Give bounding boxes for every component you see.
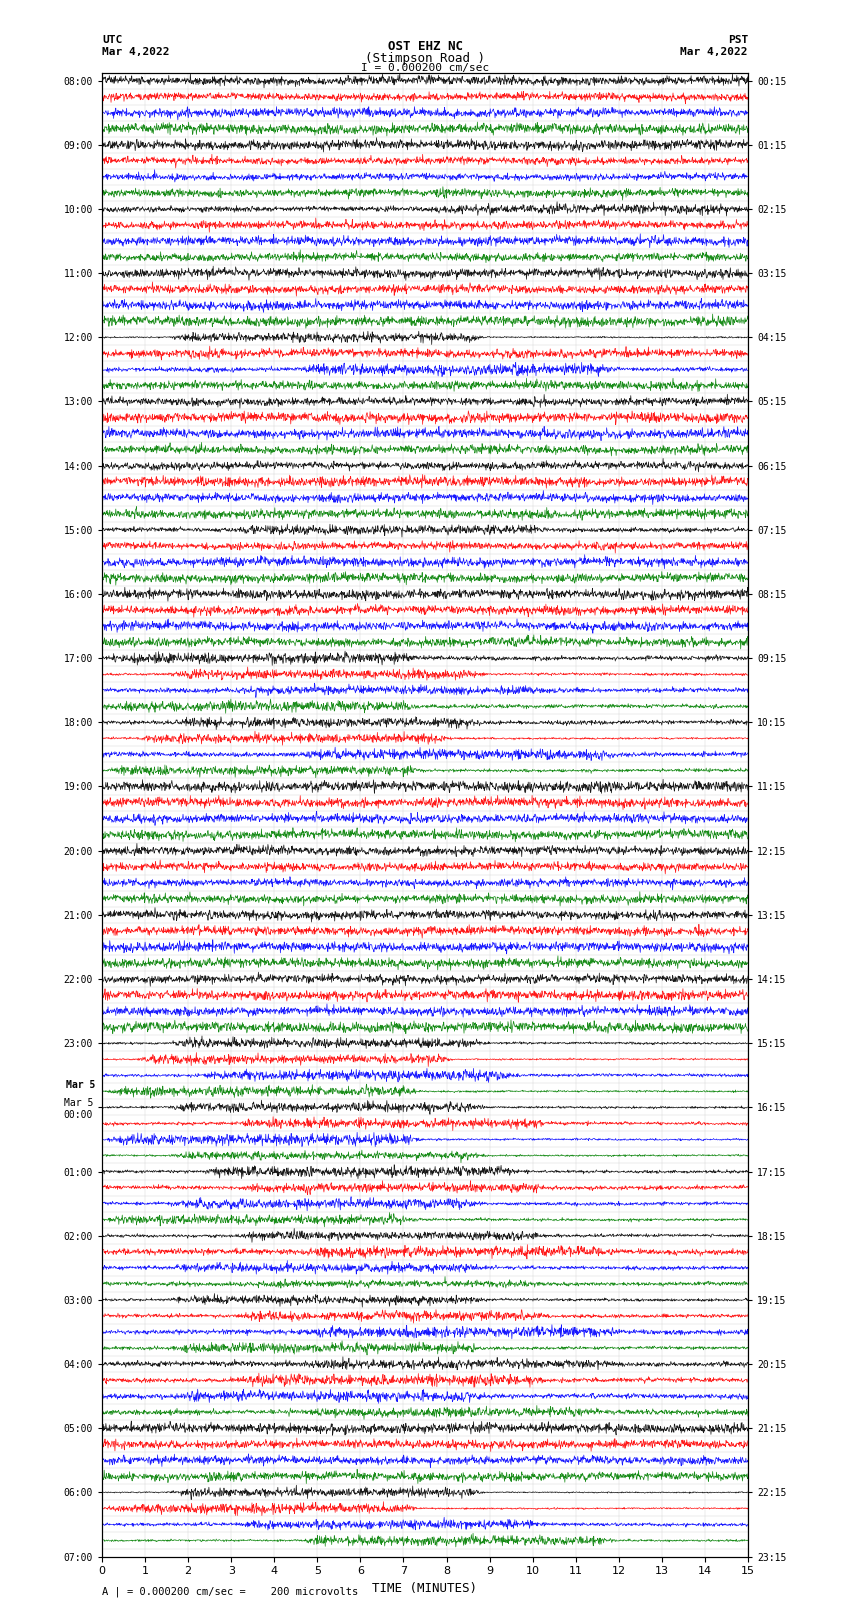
Text: PST: PST <box>728 35 748 45</box>
Text: UTC: UTC <box>102 35 122 45</box>
Text: (Stimpson Road ): (Stimpson Road ) <box>365 52 485 65</box>
Text: Mar 4,2022: Mar 4,2022 <box>102 47 169 56</box>
Text: I = 0.000200 cm/sec: I = 0.000200 cm/sec <box>361 63 489 73</box>
Text: Mar 4,2022: Mar 4,2022 <box>681 47 748 56</box>
Text: OST EHZ NC: OST EHZ NC <box>388 40 462 53</box>
Text: Mar 5: Mar 5 <box>65 1081 95 1090</box>
X-axis label: TIME (MINUTES): TIME (MINUTES) <box>372 1582 478 1595</box>
Text: A | = 0.000200 cm/sec =    200 microvolts: A | = 0.000200 cm/sec = 200 microvolts <box>102 1586 358 1597</box>
